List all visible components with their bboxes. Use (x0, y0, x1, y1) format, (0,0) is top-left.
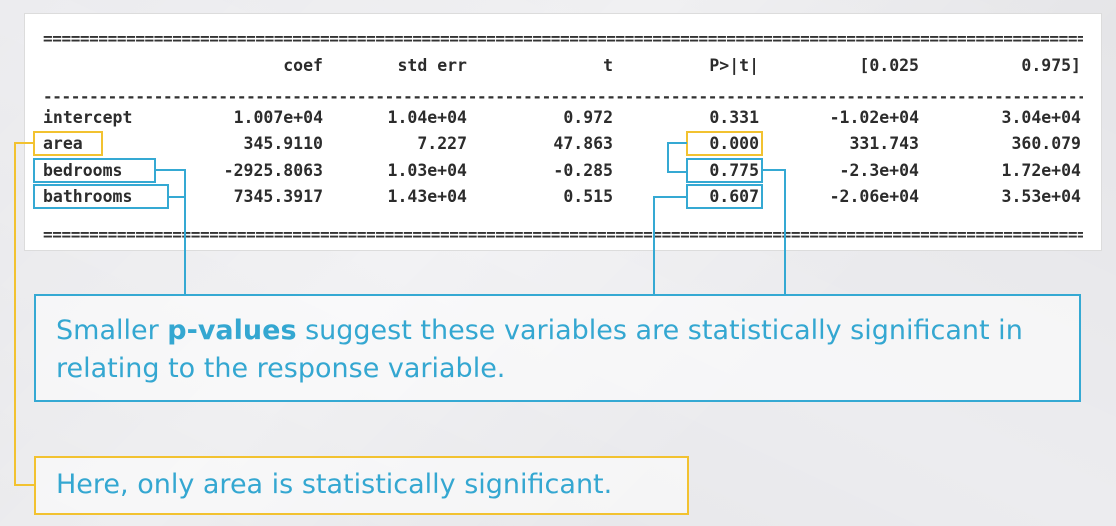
pvalue-connector-line (784, 169, 786, 295)
pvalue-connector-line (653, 196, 687, 198)
bedrooms-label-highlight (33, 158, 156, 183)
bottom-double-rule: ========================================… (43, 228, 1083, 241)
area-connector-line (14, 142, 34, 144)
table-cell: 1.04e+04 (387, 108, 467, 127)
header-coef: coef (283, 56, 323, 75)
pvalue-connector-line (667, 142, 669, 173)
bathrooms-connector-line (168, 196, 186, 198)
table-cell: 3.04e+04 (1001, 108, 1081, 127)
header-t: t (603, 56, 613, 75)
area-connector-line (14, 142, 16, 486)
top-double-rule: ========================================… (43, 32, 1083, 45)
pvalues-callout-text-after: suggest these variables are statisticall… (56, 315, 1023, 384)
row-label-bathrooms: bathrooms (43, 187, 133, 206)
area-connector-line (14, 484, 35, 486)
table-cell: 0.515 (563, 187, 613, 206)
table-cell: 360.079 (1011, 134, 1081, 153)
table-cell: -0.285 (553, 161, 613, 180)
labels-connector-line (184, 169, 186, 295)
pvalues-callout: Smaller p-values suggest these variables… (34, 294, 1081, 402)
bedrooms-pvalue-highlight (686, 158, 763, 183)
table-cell: 3.53e+04 (1001, 187, 1081, 206)
table-cell: 1.03e+04 (387, 161, 467, 180)
table-cell: 0.331 (709, 108, 759, 127)
area-pvalue-highlight (686, 131, 763, 156)
table-cell: -1.02e+04 (829, 108, 919, 127)
pvalue-connector-line (667, 171, 687, 173)
header-single-rule: ----------------------------------------… (43, 90, 1083, 103)
table-cell: 0.775 (709, 161, 759, 180)
header-std-err: std err (397, 56, 467, 75)
area-callout-text: Here, only area is statistically signifi… (56, 469, 613, 500)
header-ci-upper: 0.975] (1021, 56, 1081, 75)
table-cell: 47.863 (553, 134, 613, 153)
header-ci-lower: [0.025 (859, 56, 919, 75)
bathrooms-pvalue-highlight (686, 184, 763, 209)
table-cell: 7.227 (417, 134, 467, 153)
bedrooms-connector-line (155, 169, 186, 171)
table-cell: 7345.3917 (233, 187, 323, 206)
row-label-area: area (43, 134, 83, 153)
table-cell: 0.000 (709, 134, 759, 153)
pvalues-callout-bold: p-values (167, 315, 297, 346)
area-significant-callout: Here, only area is statistically signifi… (34, 456, 689, 515)
table-cell: -2925.8063 (223, 161, 323, 180)
area-label-highlight (33, 131, 103, 156)
table-cell: -2.3e+04 (839, 161, 919, 180)
row-label-intercept: intercept (43, 108, 133, 127)
table-cell: -2.06e+04 (829, 187, 919, 206)
table-cell: 1.43e+04 (387, 187, 467, 206)
pvalue-connector-line (667, 142, 687, 144)
table-cell: 0.607 (709, 187, 759, 206)
table-cell: 1.007e+04 (233, 108, 323, 127)
table-cell: 331.743 (849, 134, 919, 153)
pvalues-callout-text-before: Smaller (56, 315, 168, 346)
pvalue-connector-line (653, 196, 655, 295)
pvalue-connector-line (762, 169, 786, 171)
row-label-bedrooms: bedrooms (43, 161, 123, 180)
header-p-value: P>|t| (709, 56, 759, 75)
bathrooms-label-highlight (33, 184, 169, 209)
table-cell: 345.9110 (243, 134, 323, 153)
table-cell: 1.72e+04 (1001, 161, 1081, 180)
regression-summary-table: ========================================… (24, 13, 1102, 251)
table-cell: 0.972 (563, 108, 613, 127)
